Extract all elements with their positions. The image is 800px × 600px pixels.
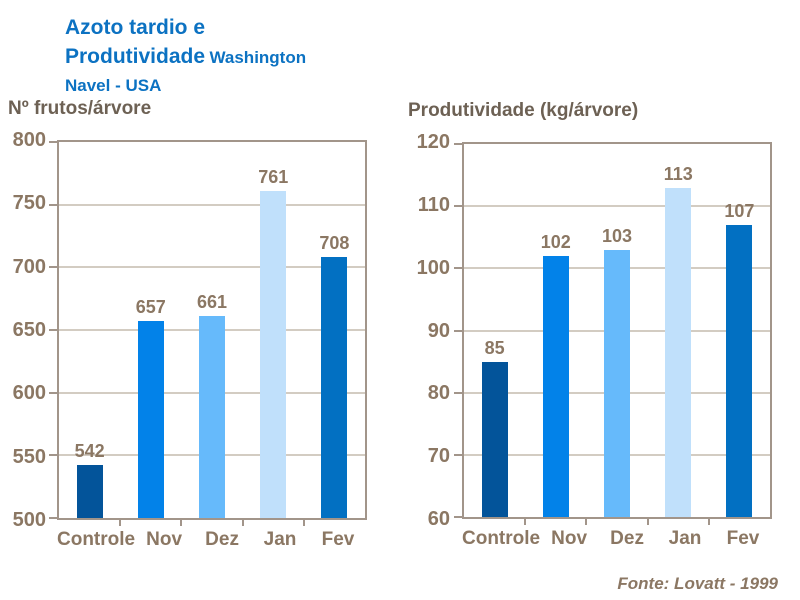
x-tick-label: Fev (726, 528, 760, 549)
y-tick-mark (49, 266, 57, 269)
bar-value-label: 113 (663, 163, 693, 184)
bar-value-label: 107 (724, 200, 755, 221)
chart-frutos: Nº frutos/árvore 800 750 700 650 600 550 500 5… (8, 96, 388, 566)
bar-value-label: 102 (540, 231, 571, 252)
y-tick-label: 600 (12, 382, 46, 405)
x-tick-mark (180, 520, 183, 526)
x-tick-mark (585, 519, 588, 525)
x-tick-mark (302, 520, 305, 526)
x-tick-label: Nov (551, 528, 588, 549)
y-tick-label: 750 (12, 192, 46, 215)
y-axis-title: Produtividade (kg/árvore) (408, 100, 639, 121)
y-axis-title: Nº frutos/árvore (8, 98, 152, 119)
gridline (59, 266, 365, 269)
bar-value-label: 542 (74, 441, 105, 462)
bar-value-label: 661 (196, 292, 228, 313)
bar (137, 321, 164, 518)
x-tick-label: Jan (668, 528, 702, 549)
page-title: Azoto tardio e Produtividade Washington … (65, 14, 395, 100)
plot-area: 85 102 103 113 107 (454, 142, 772, 525)
bar (726, 224, 753, 517)
y-tick-mark (454, 329, 462, 332)
x-tick-label: Dez (205, 529, 239, 550)
y-tick-label: 700 (12, 255, 46, 278)
bar-slot: 85 (464, 144, 525, 517)
y-tick-mark (49, 141, 57, 143)
gridline (464, 205, 770, 208)
x-tick-label: Jan (263, 529, 297, 550)
y-tick-mark (454, 205, 462, 208)
bar-slot: 113 (648, 144, 709, 517)
y-tick-label: 60 (427, 508, 450, 530)
y-tick-label: 70 (427, 445, 450, 468)
x-axis-labels: Controle Nov Dez Jan Fev (462, 528, 772, 550)
y-tick-label: 120 (416, 131, 450, 153)
x-tick-mark (707, 519, 710, 525)
bar-slot: 542 (59, 142, 120, 518)
y-tick-mark (454, 391, 462, 394)
x-axis-labels: Controle Nov Dez Jan Fev (57, 529, 367, 551)
y-tick-mark (454, 516, 462, 518)
bar (481, 361, 508, 517)
y-axis-labels: 120 110 100 90 80 70 60 (408, 132, 450, 529)
bar-slot: 708 (304, 142, 365, 518)
y-tick-mark (454, 267, 462, 270)
bars-row: 542 657 661 761 708 (59, 142, 365, 518)
bar-value-label: 761 (258, 166, 289, 187)
bar-slot: 107 (709, 144, 770, 517)
bar (260, 190, 287, 518)
bar (665, 187, 692, 517)
source-note: Fonte: Lovatt - 1999 (617, 574, 778, 593)
bar-slot: 657 (120, 142, 181, 518)
bar-slot: 661 (181, 142, 242, 518)
x-tick-mark (241, 520, 244, 526)
bar-value-label: 657 (135, 297, 166, 318)
x-tick-label: Controle (57, 529, 136, 550)
x-tick-label: Dez (610, 528, 644, 549)
x-tick-label: Fev (321, 529, 355, 550)
y-tick-label: 500 (12, 509, 46, 531)
y-tick-mark (49, 391, 57, 394)
y-tick-label: 80 (427, 382, 450, 405)
y-tick-mark (49, 329, 57, 331)
bar (604, 249, 630, 517)
y-tick-label: 800 (12, 129, 46, 151)
y-tick-label: 110 (417, 193, 450, 216)
y-tick-label: 100 (416, 256, 450, 279)
y-tick-label: 90 (427, 319, 450, 342)
bar-slot: 761 (243, 142, 304, 518)
x-tick-label: Nov (146, 529, 183, 550)
x-tick-mark (119, 520, 122, 526)
title-line1: Azoto tardio e (65, 16, 205, 39)
chart-produtividade: Produtividade (kg/árvore) 120 110 100 90 80 7… (408, 98, 788, 568)
bar-slot: 103 (586, 144, 647, 517)
bar-value-label: 708 (319, 233, 350, 254)
title-line2-small: Washington (209, 48, 307, 67)
title-line2-main: Produtividade (65, 45, 206, 68)
bar (321, 257, 348, 518)
x-tick-mark (524, 519, 527, 525)
y-tick-label: 550 (12, 445, 46, 468)
y-axis-labels: 800 750 700 650 600 550 500 (8, 130, 46, 530)
bar (199, 316, 225, 518)
bar-value-label: 103 (601, 225, 633, 246)
plot-area: 542 657 661 761 708 (49, 140, 367, 526)
bars-row: 85 102 103 113 107 (464, 144, 770, 517)
title-line3: Navel - USA (65, 76, 162, 95)
x-tick-mark (646, 519, 649, 525)
y-tick-mark (49, 454, 57, 457)
bar-value-label: 85 (484, 337, 505, 358)
y-tick-label: 650 (12, 319, 46, 341)
x-tick-label: Controle (462, 528, 541, 549)
bar (76, 465, 103, 518)
y-tick-mark (454, 453, 462, 456)
bar (542, 255, 569, 517)
y-tick-mark (454, 143, 462, 145)
bar-slot: 102 (525, 144, 586, 517)
gridline (59, 203, 365, 206)
y-tick-mark (49, 517, 57, 519)
y-tick-mark (49, 203, 57, 206)
